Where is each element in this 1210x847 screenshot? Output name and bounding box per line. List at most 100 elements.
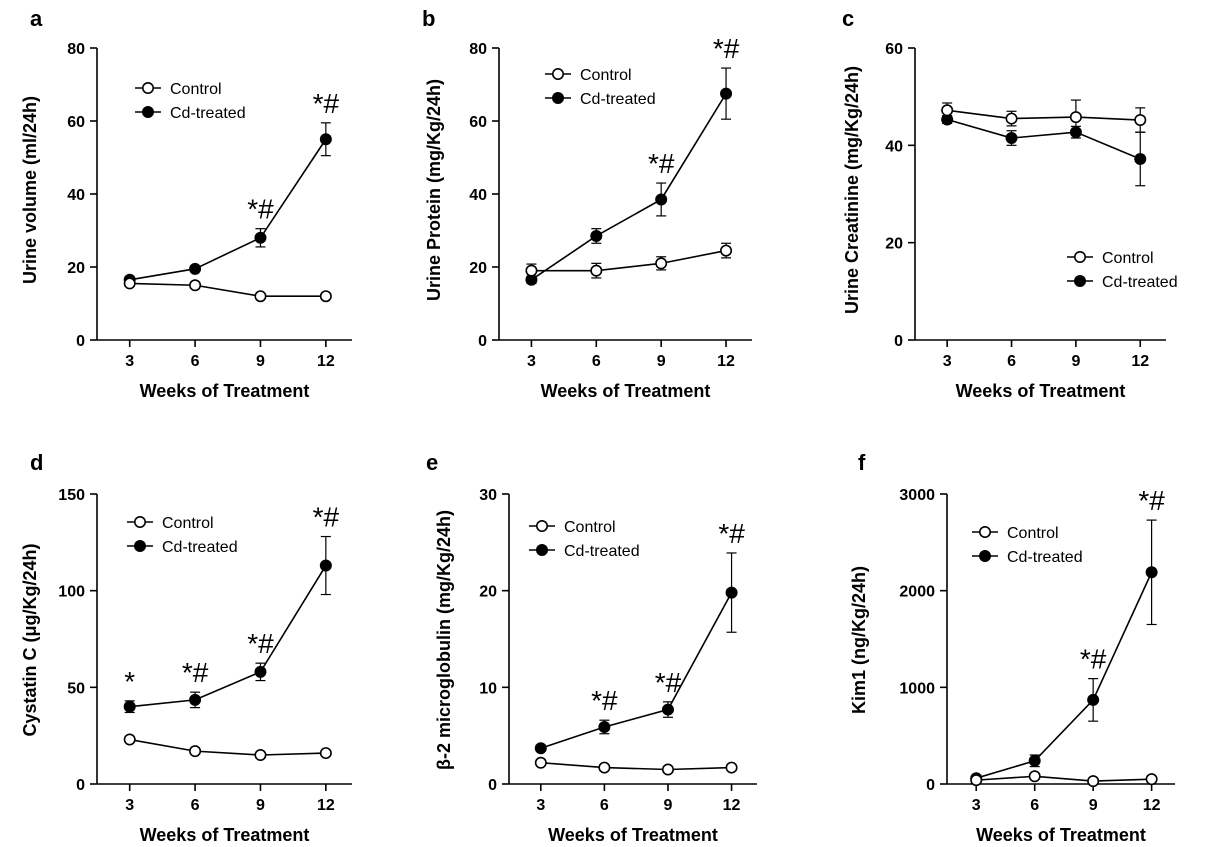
x-axis-title: Weeks of Treatment [956, 381, 1126, 401]
panel-label: d [30, 450, 43, 475]
x-tick-label: 12 [317, 353, 335, 370]
x-axis-title: Weeks of Treatment [548, 825, 718, 845]
y-axis-title: Urine volume (ml/24h) [20, 96, 40, 284]
legend-label: Control [170, 81, 222, 98]
x-tick-label: 3 [536, 797, 545, 814]
control-data-point [661, 763, 674, 776]
series-line-cd-treated [530, 93, 727, 281]
y-tick-label: 0 [926, 777, 935, 794]
panel-label: c [842, 6, 854, 31]
legend-filled-circle-marker [978, 549, 991, 562]
y-tick-label: 2000 [899, 584, 935, 601]
series-line-cd-treated [976, 571, 1153, 779]
control-data-point [319, 747, 332, 760]
y-tick-label: 3000 [899, 487, 935, 504]
legend-label: Cd-treated [580, 91, 656, 108]
cd-treated-data-point [189, 262, 202, 275]
series-line-cd-treated [129, 565, 327, 708]
legend-open-circle-marker [551, 68, 564, 81]
panel-label: f [858, 450, 866, 475]
y-tick-label: 60 [67, 114, 85, 131]
legend-label: Cd-treated [1102, 274, 1178, 291]
legend-filled-circle-marker [535, 543, 548, 556]
control-data-point [970, 774, 983, 787]
cd-treated-data-point [598, 720, 611, 733]
x-tick-label: 9 [664, 797, 673, 814]
cd-treated-data-point [655, 193, 668, 206]
control-data-point [725, 761, 738, 774]
legend-filled-circle-marker [551, 92, 564, 105]
y-tick-label: 40 [67, 187, 85, 204]
control-data-point [1005, 112, 1018, 125]
cd-treated-data-point [254, 231, 267, 244]
cd-treated-data-point [590, 229, 603, 242]
x-tick-label: 12 [1131, 353, 1149, 370]
y-tick-label: 40 [469, 187, 487, 204]
control-data-point [525, 264, 538, 277]
y-tick-label: 60 [885, 41, 903, 58]
series-line-control [540, 761, 732, 771]
y-tick-label: 60 [469, 114, 487, 131]
y-axis-title: Urine Creatinine (mg/Kg/24h) [842, 66, 862, 314]
cd-treated-data-point [1087, 693, 1100, 706]
y-tick-label: 0 [894, 333, 903, 350]
control-data-point [1069, 111, 1082, 124]
legend-open-circle-marker [1074, 251, 1087, 264]
chart-panel-d: d 0 50 100 150 3 6 9 12 Weeks of Treatment Cystati… [20, 450, 352, 845]
significance-marker: *# [182, 657, 209, 688]
legend-open-circle-marker [535, 519, 548, 532]
x-tick-label: 3 [972, 797, 981, 814]
x-tick-label: 12 [1143, 797, 1161, 814]
control-data-point [598, 761, 611, 774]
chart-panel-c: c 0 20 40 60 3 6 9 12 Weeks of Treatment Urine Cre… [842, 6, 1178, 401]
significance-marker: * [124, 666, 135, 697]
significance-marker: *# [313, 88, 340, 119]
legend-filled-circle-marker [142, 106, 155, 119]
series-line-control [531, 249, 727, 272]
legend-filled-circle-marker [1074, 274, 1087, 287]
cd-treated-data-point [319, 559, 332, 572]
significance-marker: *# [655, 667, 682, 698]
cd-treated-data-point [661, 703, 674, 716]
control-data-point [123, 277, 136, 290]
cd-treated-data-point [319, 133, 332, 146]
x-tick-label: 9 [657, 353, 666, 370]
x-tick-label: 12 [317, 797, 335, 814]
chart-panel-b: b 0 20 40 60 80 3 6 9 12 Weeks of Treatment Urine P… [422, 6, 752, 401]
cd-treated-data-point [254, 665, 267, 678]
chart-panel-a: a 0 20 40 60 80 3 6 9 12 Weeks of Treatment Urine v… [20, 6, 352, 401]
x-tick-label: 6 [1007, 353, 1016, 370]
x-tick-label: 3 [943, 353, 952, 370]
panel-label: a [30, 6, 43, 31]
x-tick-label: 9 [256, 353, 265, 370]
control-data-point [189, 279, 202, 292]
significance-marker: *# [1080, 644, 1107, 675]
x-tick-label: 6 [1030, 797, 1039, 814]
y-axis-title: Urine Protein (mg/Kg/24h) [424, 79, 444, 301]
control-data-point [189, 745, 202, 758]
x-tick-label: 6 [600, 797, 609, 814]
y-tick-label: 0 [76, 333, 85, 350]
significance-marker: *# [718, 518, 745, 549]
chart-panel-e: e 0 10 20 30 3 6 9 12 Weeks of Treatment β-2 micro… [426, 450, 757, 845]
series-line-control [947, 109, 1141, 121]
legend-label: Control [564, 519, 616, 536]
legend-open-circle-marker [134, 515, 147, 528]
cd-treated-data-point [189, 693, 202, 706]
y-tick-label: 40 [885, 138, 903, 155]
control-data-point [254, 748, 267, 761]
y-tick-label: 80 [67, 41, 85, 58]
series-line-cd-treated [946, 118, 1141, 160]
control-data-point [655, 257, 668, 270]
panel-label: b [422, 6, 435, 31]
chart-panel-f: f 0 1000 2000 3000 3 6 9 12 Weeks of Treatment Kim… [849, 450, 1175, 845]
y-tick-label: 150 [58, 487, 85, 504]
legend-label: Control [1007, 525, 1059, 542]
x-tick-label: 9 [1089, 797, 1098, 814]
series-line-control [129, 738, 326, 756]
x-tick-label: 6 [191, 797, 200, 814]
x-axis-title: Weeks of Treatment [541, 381, 711, 401]
significance-marker: *# [247, 628, 274, 659]
significance-marker: *# [591, 685, 618, 716]
